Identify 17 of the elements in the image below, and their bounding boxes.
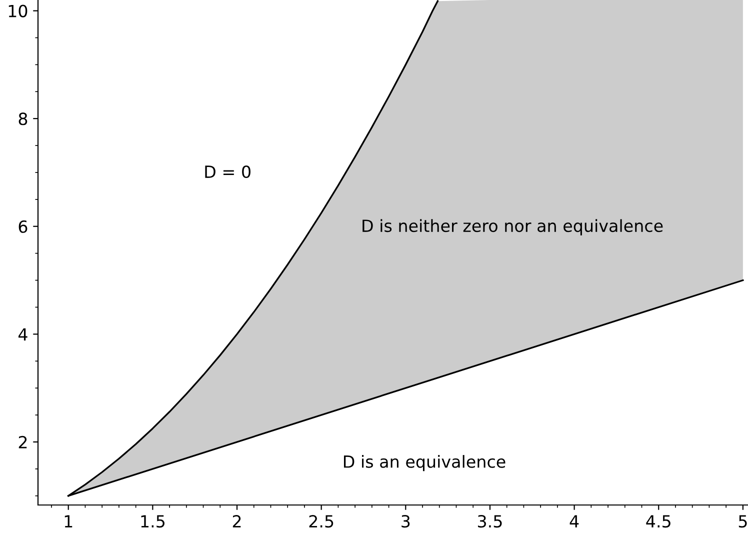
annotation: D is neither zero nor an equivalence (362, 219, 663, 236)
x-tick-label: 1 (64, 515, 72, 528)
x-tick-label: 3.5 (478, 515, 502, 528)
annotation: D = 0 (205, 165, 250, 178)
x-tick-label: 2 (232, 515, 241, 528)
annotation: D is an equivalence (344, 455, 506, 472)
y-tick-label: 10 (8, 4, 28, 18)
x-tick-label: 1.5 (141, 515, 164, 528)
x-tick-label: 5 (738, 515, 747, 528)
x-tick-label: 4 (570, 515, 579, 528)
y-tick-label: 4 (18, 328, 28, 340)
x-tick-label: 3 (402, 515, 410, 528)
y-tick-label: 6 (18, 220, 28, 233)
x-tick-label: 4.5 (646, 515, 670, 528)
x-tick-label: 2.5 (309, 515, 334, 528)
y-tick-label: 2 (18, 436, 27, 448)
y-tick-label: 8 (18, 112, 28, 126)
